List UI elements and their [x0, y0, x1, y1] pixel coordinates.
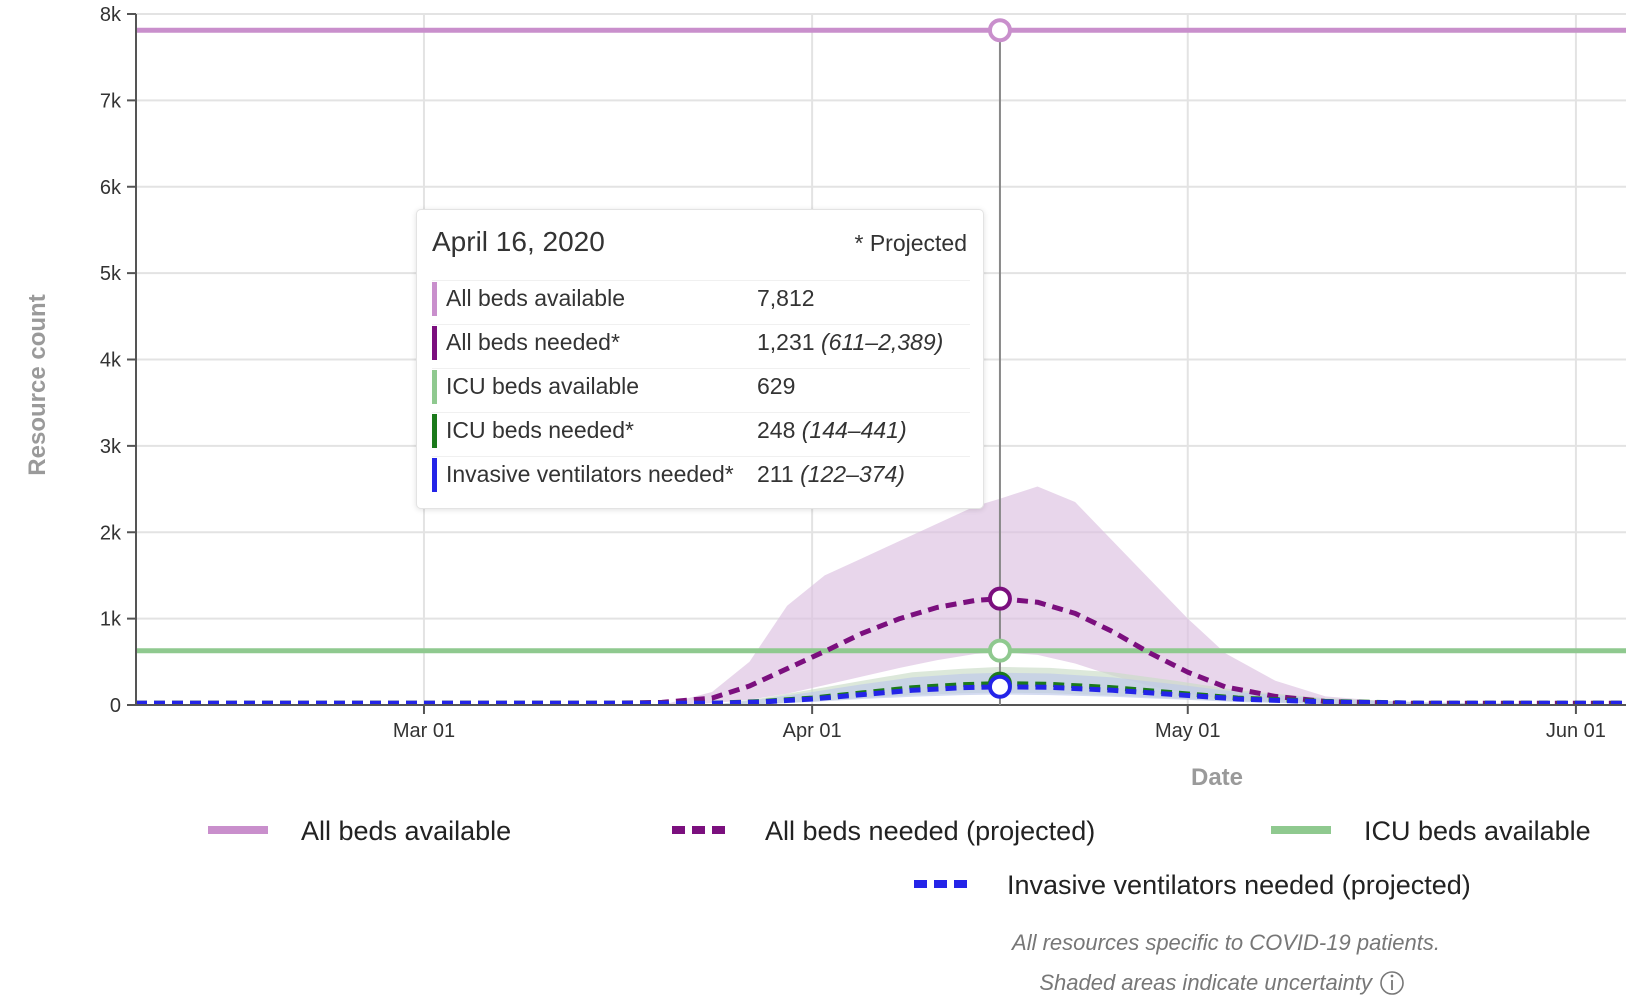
tooltip-label: ICU beds needed* [446, 417, 634, 443]
y-tick-label: 2k [100, 522, 122, 544]
hover-point [987, 586, 1012, 611]
info-icon[interactable] [1380, 971, 1404, 995]
tooltip-row-all-beds-needed: All beds needed* 1,231 (611–2,389) [432, 324, 970, 361]
tooltip-row-all-beds-available: All beds available 7,812 [432, 280, 970, 317]
hover-point [987, 638, 1012, 663]
x-tick-label: May 01 [1155, 720, 1221, 742]
tooltip-label: ICU beds available [446, 373, 640, 399]
legend-item[interactable]: ICU beds available [1271, 816, 1591, 846]
legend-label: All beds needed (projected) [765, 816, 1095, 846]
tooltip-swatch [432, 326, 437, 360]
uncertainty-band [136, 486, 1626, 705]
tooltip-label: All beds needed* [446, 329, 620, 355]
legend-label: ICU beds available [1364, 816, 1591, 846]
y-tick-label: 0 [110, 695, 121, 717]
tooltip-row-icu-beds-available: ICU beds available 629 [432, 368, 970, 405]
tooltip-value: 248 (144–441) [757, 417, 907, 443]
y-tick-label: 8k [100, 4, 122, 26]
tooltip: April 16, 2020 * Projected All beds avai… [416, 209, 984, 509]
tooltip-label: All beds available [446, 285, 626, 311]
tooltip-swatch [432, 458, 437, 492]
tooltip-value: 1,231 (611–2,389) [757, 329, 944, 355]
y-tick-label: 7k [100, 90, 122, 112]
legend-label: All beds available [301, 816, 511, 846]
uncertainty-bands [136, 486, 1626, 705]
tooltip-value: 629 [757, 373, 796, 399]
y-tick-label: 5k [100, 263, 122, 285]
tooltip-swatch [432, 282, 437, 316]
legend-item[interactable]: Invasive ventilators needed (projected) [914, 870, 1471, 900]
axes: 0 1k 2k 3k 4k 5k 6k 7k 8k Mar 01 Apr 01 May 01 Jun 0… [100, 4, 1626, 742]
hover-point [987, 674, 1012, 699]
x-tick-label: Apr 01 [783, 720, 842, 742]
x-tick-label: Mar 01 [393, 720, 455, 742]
legend: All beds available All beds needed (proj… [208, 816, 1591, 900]
tooltip-swatch [432, 414, 437, 448]
hover-point [987, 18, 1012, 43]
tooltip-swatch [432, 370, 437, 404]
tooltip-projected-note: * Projected [854, 230, 967, 256]
series-line [136, 596, 1626, 706]
y-tick-label: 4k [100, 350, 122, 372]
tooltip-date: April 16, 2020 [432, 226, 605, 257]
tooltip-label: Invasive ventilators needed* [446, 461, 734, 487]
x-tick-label: Jun 01 [1546, 720, 1606, 742]
tooltip-row-icu-beds-needed: ICU beds needed* 248 (144–441) [432, 412, 970, 449]
legend-item[interactable]: All beds needed (projected) [672, 816, 1095, 846]
tooltip-row-ventilators-needed: Invasive ventilators needed* 211 (122–37… [432, 456, 970, 493]
note-uncertainty: Shaded areas indicate uncertainty [1039, 970, 1374, 995]
note-resources: All resources specific to COVID-19 patie… [1010, 930, 1440, 955]
legend-item[interactable]: All beds available [208, 816, 511, 846]
tooltip-value: 211 (122–374) [757, 461, 905, 487]
y-tick-label: 1k [100, 609, 122, 631]
y-tick-label: 6k [100, 177, 122, 199]
legend-label: Invasive ventilators needed (projected) [1007, 870, 1471, 900]
tooltip-value: 7,812 [757, 285, 815, 311]
y-tick-label: 3k [100, 436, 122, 458]
hover-marker [987, 18, 1012, 705]
y-axis-title: Resource count [24, 294, 51, 475]
x-axis-title: Date [1191, 764, 1243, 791]
